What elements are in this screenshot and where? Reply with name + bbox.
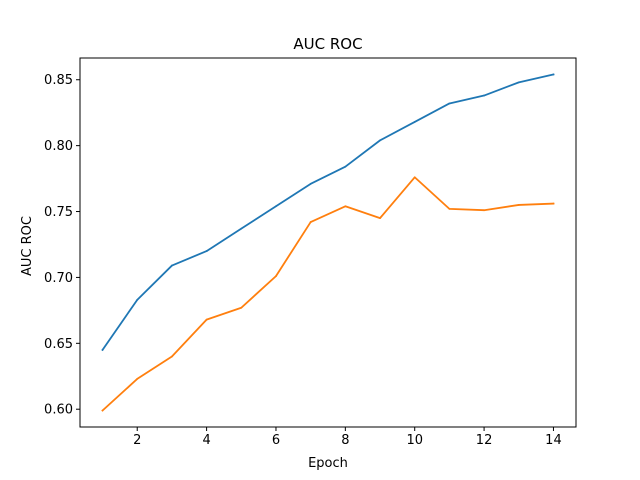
series-2-point xyxy=(379,217,381,220)
y-tick-label: 0.70 xyxy=(44,271,73,286)
series-2-point xyxy=(344,205,347,208)
x-tick-label: 14 xyxy=(545,433,562,448)
series-2-point xyxy=(171,355,173,358)
y-tick-label: 0.80 xyxy=(44,139,73,154)
series-2-point xyxy=(413,176,416,179)
series-2-point xyxy=(309,221,312,223)
series-1-point xyxy=(240,227,243,230)
series-1-point xyxy=(517,81,520,84)
series-2-point xyxy=(136,377,139,380)
y-axis-label: AUC ROC xyxy=(20,216,35,276)
x-tick-label: 2 xyxy=(133,433,141,448)
series-2-point xyxy=(101,409,104,412)
series-2-point xyxy=(552,202,555,205)
x-tick-label: 8 xyxy=(341,433,349,448)
chart-title: AUC ROC xyxy=(293,35,362,53)
series-2-point xyxy=(448,207,451,210)
x-tick-label: 4 xyxy=(202,433,210,448)
series-2-point xyxy=(517,204,520,206)
y-tick-label: 0.60 xyxy=(44,403,73,418)
x-axis-label: Epoch xyxy=(308,456,348,471)
series-1-point xyxy=(483,94,485,97)
series-1-point xyxy=(552,73,555,76)
series-1-point xyxy=(136,298,139,301)
y-tick-label: 0.65 xyxy=(44,337,73,352)
series-1-point xyxy=(171,264,173,267)
series-2-point xyxy=(275,275,277,278)
series-1-point xyxy=(275,205,277,208)
x-tick-label: 6 xyxy=(272,433,280,448)
series-1-point xyxy=(448,102,451,105)
series-line-2 xyxy=(101,176,555,412)
x-tick-label: 12 xyxy=(476,433,493,448)
x-tick-label: 10 xyxy=(406,433,423,448)
series-2-point xyxy=(205,318,208,321)
series-1-point xyxy=(413,121,416,123)
y-tick-label: 0.75 xyxy=(44,205,73,220)
series-line-1 xyxy=(101,73,555,352)
series-2-point xyxy=(483,209,485,212)
series-1-point xyxy=(344,165,347,168)
series-1-point xyxy=(101,349,104,351)
plot-frame xyxy=(79,57,577,428)
series-2-point xyxy=(240,306,243,309)
series-1-point xyxy=(205,250,208,252)
series-1-point xyxy=(379,139,381,142)
y-tick-label: 0.85 xyxy=(44,73,73,88)
series-1-point xyxy=(309,182,312,185)
plot-area: 2 4 6 8 10 12 14 0.60 0.65 0.70 0.75 0.80 0.85 xyxy=(44,73,562,448)
